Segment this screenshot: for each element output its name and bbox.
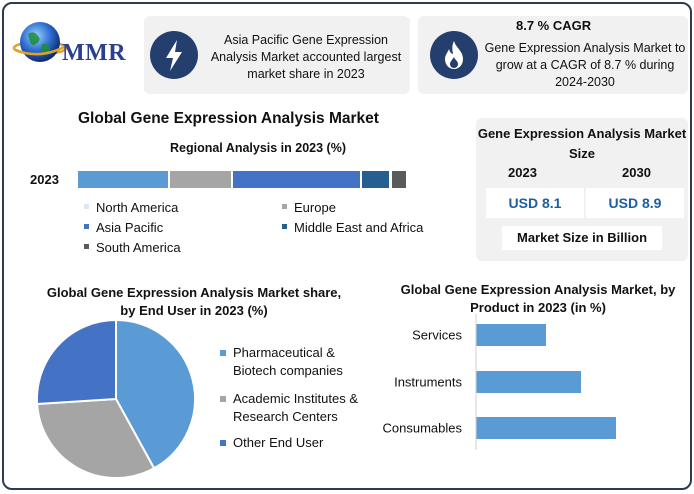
bar-segment-europe bbox=[170, 171, 232, 188]
legend-label: South America bbox=[96, 240, 181, 255]
legend-item-asia-pacific: Asia Pacific bbox=[84, 220, 163, 235]
legend-item-middle-east-and-africa: Middle East and Africa bbox=[282, 220, 423, 235]
legend-label: Europe bbox=[294, 200, 336, 215]
legend-label: North America bbox=[96, 200, 179, 215]
logo: MMR bbox=[12, 14, 140, 74]
legend-item-north-america: North America bbox=[84, 200, 178, 215]
pie-slice-other-end-user bbox=[36, 318, 117, 406]
market-size-box: Gene Expression Analysis Market Size 202… bbox=[476, 118, 688, 261]
market-size-year-2023: 2023 bbox=[508, 165, 537, 180]
pie-slice-academic-institutes-and-research-centers bbox=[36, 397, 156, 479]
market-size-value-2030: USD 8.9 bbox=[586, 188, 684, 218]
legend-item-south-america: South America bbox=[84, 240, 181, 255]
asia-pacific-share-text: Asia Pacific Gene Expression Analysis Ma… bbox=[210, 33, 402, 81]
legend-swatch bbox=[220, 440, 226, 446]
product-label-instruments: Instruments bbox=[394, 375, 462, 390]
legend-swatch bbox=[282, 204, 287, 210]
legend-swatch bbox=[84, 204, 89, 210]
legend-label: Middle East and Africa bbox=[294, 220, 424, 235]
legend-swatch bbox=[84, 244, 89, 250]
legend-swatch bbox=[220, 396, 226, 402]
lightning-icon bbox=[166, 40, 182, 71]
legend-swatch bbox=[282, 224, 287, 230]
regional-stacked-bar bbox=[78, 171, 408, 188]
bar-segment-middle-east-and-africa bbox=[361, 171, 390, 188]
legend-label: Asia Pacific bbox=[96, 220, 164, 235]
regional-year-label: 2023 bbox=[30, 172, 59, 187]
legend-swatch bbox=[220, 350, 226, 356]
regional-chart-title: Regional Analysis in 2023 (%) bbox=[170, 141, 346, 155]
product-bar-consumables bbox=[476, 417, 616, 439]
bar-segment-north-america bbox=[78, 171, 169, 188]
product-label-services: Services bbox=[412, 328, 462, 343]
market-size-unit: Market Size in Billion bbox=[502, 226, 662, 250]
cagr-title: 8.7 % CAGR bbox=[516, 18, 592, 33]
product-bar-services bbox=[476, 324, 546, 346]
pie-legend-item-pharmaceutical-and-biotech-companies: Pharmaceutical & Biotech companies bbox=[220, 344, 370, 380]
legend-swatch bbox=[84, 224, 89, 230]
market-size-value-2023: USD 8.1 bbox=[486, 188, 584, 218]
globe-icon bbox=[12, 22, 68, 62]
pie-slice-pharmaceutical-and-biotech-companies bbox=[115, 318, 196, 470]
end-user-pie-chart bbox=[36, 318, 196, 479]
product-label-consumables: Consumables bbox=[383, 421, 463, 436]
market-size-title: Gene Expression Analysis Market Size bbox=[477, 126, 687, 161]
pie-legend-item-other-end-user: Other End User bbox=[220, 434, 380, 452]
product-chart-title: Global Gene Expression Analysis Market, … bbox=[400, 282, 676, 315]
pie-legend-item-academic-institutes-and-research-centers: Academic Institutes & Research Centers bbox=[220, 390, 370, 426]
lightning-badge bbox=[150, 31, 198, 79]
market-size-year-2030: 2030 bbox=[622, 165, 651, 180]
bar-segment-south-america bbox=[391, 171, 406, 188]
legend-label: Academic Institutes & Research Centers bbox=[233, 391, 358, 424]
asia-pacific-share-card: Asia Pacific Gene Expression Analysis Ma… bbox=[144, 16, 410, 94]
flame-icon bbox=[445, 41, 463, 69]
logo-text: MMR bbox=[62, 40, 127, 66]
product-bar-instruments bbox=[476, 371, 581, 393]
end-user-chart-title: Global Gene Expression Analysis Market s… bbox=[46, 285, 342, 318]
legend-label: Pharmaceutical & Biotech companies bbox=[233, 345, 343, 378]
legend-label: Other End User bbox=[233, 435, 324, 450]
product-bar-chart: Services Instruments Consumables bbox=[383, 314, 616, 450]
cagr-text: Gene Expression Analysis Market to grow … bbox=[484, 41, 686, 89]
cagr-card: 8.7 % CAGR Gene Expression Analysis Mark… bbox=[418, 16, 688, 94]
flame-badge bbox=[430, 31, 478, 79]
main-title: Global Gene Expression Analysis Market bbox=[78, 110, 379, 127]
legend-item-europe: Europe bbox=[282, 200, 336, 215]
bar-segment-asia-pacific bbox=[233, 171, 360, 188]
